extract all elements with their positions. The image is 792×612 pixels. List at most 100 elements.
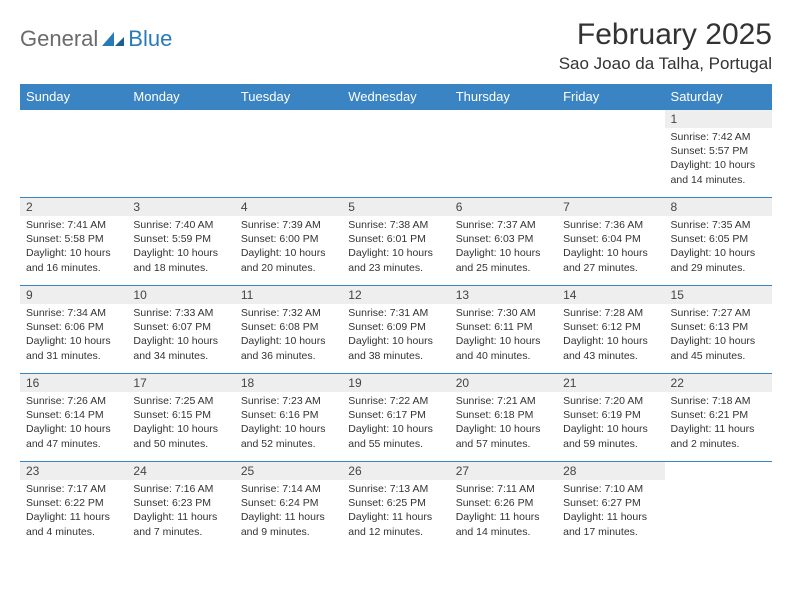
day-details: Sunrise: 7:41 AMSunset: 5:58 PMDaylight:… bbox=[20, 216, 127, 279]
calendar-day-cell bbox=[20, 110, 127, 198]
day-details: Sunrise: 7:40 AMSunset: 5:59 PMDaylight:… bbox=[127, 216, 234, 279]
day-details: Sunrise: 7:37 AMSunset: 6:03 PMDaylight:… bbox=[450, 216, 557, 279]
calendar-day-cell: 17Sunrise: 7:25 AMSunset: 6:15 PMDayligh… bbox=[127, 374, 234, 462]
calendar-day-cell: 4Sunrise: 7:39 AMSunset: 6:00 PMDaylight… bbox=[235, 198, 342, 286]
day-details: Sunrise: 7:30 AMSunset: 6:11 PMDaylight:… bbox=[450, 304, 557, 367]
day-details: Sunrise: 7:10 AMSunset: 6:27 PMDaylight:… bbox=[557, 480, 664, 543]
calendar-day-cell: 26Sunrise: 7:13 AMSunset: 6:25 PMDayligh… bbox=[342, 462, 449, 550]
weekday-header: Friday bbox=[557, 84, 664, 110]
day-details: Sunrise: 7:17 AMSunset: 6:22 PMDaylight:… bbox=[20, 480, 127, 543]
weekday-header: Sunday bbox=[20, 84, 127, 110]
calendar-day-cell: 13Sunrise: 7:30 AMSunset: 6:11 PMDayligh… bbox=[450, 286, 557, 374]
day-number: 22 bbox=[665, 374, 772, 392]
day-details: Sunrise: 7:16 AMSunset: 6:23 PMDaylight:… bbox=[127, 480, 234, 543]
calendar-week-row: 9Sunrise: 7:34 AMSunset: 6:06 PMDaylight… bbox=[20, 286, 772, 374]
weekday-header: Monday bbox=[127, 84, 234, 110]
calendar-day-cell: 28Sunrise: 7:10 AMSunset: 6:27 PMDayligh… bbox=[557, 462, 664, 550]
day-number: 6 bbox=[450, 198, 557, 216]
day-details: Sunrise: 7:25 AMSunset: 6:15 PMDaylight:… bbox=[127, 392, 234, 455]
calendar-day-cell: 25Sunrise: 7:14 AMSunset: 6:24 PMDayligh… bbox=[235, 462, 342, 550]
day-details: Sunrise: 7:28 AMSunset: 6:12 PMDaylight:… bbox=[557, 304, 664, 367]
day-number: 20 bbox=[450, 374, 557, 392]
calendar-day-cell bbox=[557, 110, 664, 198]
calendar-day-cell: 16Sunrise: 7:26 AMSunset: 6:14 PMDayligh… bbox=[20, 374, 127, 462]
calendar-day-cell bbox=[450, 110, 557, 198]
weekday-header: Tuesday bbox=[235, 84, 342, 110]
day-details: Sunrise: 7:33 AMSunset: 6:07 PMDaylight:… bbox=[127, 304, 234, 367]
calendar-day-cell: 3Sunrise: 7:40 AMSunset: 5:59 PMDaylight… bbox=[127, 198, 234, 286]
day-details: Sunrise: 7:38 AMSunset: 6:01 PMDaylight:… bbox=[342, 216, 449, 279]
day-number: 1 bbox=[665, 110, 772, 128]
day-details: Sunrise: 7:35 AMSunset: 6:05 PMDaylight:… bbox=[665, 216, 772, 279]
calendar-day-cell: 1Sunrise: 7:42 AMSunset: 5:57 PMDaylight… bbox=[665, 110, 772, 198]
day-number: 23 bbox=[20, 462, 127, 480]
logo: General Blue bbox=[20, 18, 172, 52]
day-number: 2 bbox=[20, 198, 127, 216]
calendar-day-cell: 12Sunrise: 7:31 AMSunset: 6:09 PMDayligh… bbox=[342, 286, 449, 374]
calendar-day-cell: 2Sunrise: 7:41 AMSunset: 5:58 PMDaylight… bbox=[20, 198, 127, 286]
day-details: Sunrise: 7:34 AMSunset: 6:06 PMDaylight:… bbox=[20, 304, 127, 367]
day-details: Sunrise: 7:20 AMSunset: 6:19 PMDaylight:… bbox=[557, 392, 664, 455]
calendar-week-row: 1Sunrise: 7:42 AMSunset: 5:57 PMDaylight… bbox=[20, 110, 772, 198]
calendar-week-row: 16Sunrise: 7:26 AMSunset: 6:14 PMDayligh… bbox=[20, 374, 772, 462]
logo-text-blue: Blue bbox=[128, 26, 172, 52]
day-details: Sunrise: 7:22 AMSunset: 6:17 PMDaylight:… bbox=[342, 392, 449, 455]
month-title: February 2025 bbox=[559, 18, 772, 52]
day-details: Sunrise: 7:14 AMSunset: 6:24 PMDaylight:… bbox=[235, 480, 342, 543]
weekday-header: Saturday bbox=[665, 84, 772, 110]
logo-text-general: General bbox=[20, 26, 98, 52]
calendar-day-cell: 19Sunrise: 7:22 AMSunset: 6:17 PMDayligh… bbox=[342, 374, 449, 462]
weekday-header: Thursday bbox=[450, 84, 557, 110]
day-number: 15 bbox=[665, 286, 772, 304]
day-number: 25 bbox=[235, 462, 342, 480]
day-details: Sunrise: 7:32 AMSunset: 6:08 PMDaylight:… bbox=[235, 304, 342, 367]
title-block: February 2025 Sao Joao da Talha, Portuga… bbox=[559, 18, 772, 74]
day-number: 19 bbox=[342, 374, 449, 392]
day-number: 21 bbox=[557, 374, 664, 392]
day-number: 8 bbox=[665, 198, 772, 216]
day-number: 7 bbox=[557, 198, 664, 216]
calendar-day-cell: 10Sunrise: 7:33 AMSunset: 6:07 PMDayligh… bbox=[127, 286, 234, 374]
day-number: 26 bbox=[342, 462, 449, 480]
day-number: 28 bbox=[557, 462, 664, 480]
day-number: 10 bbox=[127, 286, 234, 304]
day-details: Sunrise: 7:31 AMSunset: 6:09 PMDaylight:… bbox=[342, 304, 449, 367]
day-details: Sunrise: 7:21 AMSunset: 6:18 PMDaylight:… bbox=[450, 392, 557, 455]
day-number: 18 bbox=[235, 374, 342, 392]
day-details: Sunrise: 7:27 AMSunset: 6:13 PMDaylight:… bbox=[665, 304, 772, 367]
calendar-day-cell: 5Sunrise: 7:38 AMSunset: 6:01 PMDaylight… bbox=[342, 198, 449, 286]
calendar-day-cell bbox=[342, 110, 449, 198]
calendar-day-cell: 15Sunrise: 7:27 AMSunset: 6:13 PMDayligh… bbox=[665, 286, 772, 374]
day-number: 27 bbox=[450, 462, 557, 480]
calendar-day-cell: 24Sunrise: 7:16 AMSunset: 6:23 PMDayligh… bbox=[127, 462, 234, 550]
day-details: Sunrise: 7:18 AMSunset: 6:21 PMDaylight:… bbox=[665, 392, 772, 455]
calendar-day-cell: 18Sunrise: 7:23 AMSunset: 6:16 PMDayligh… bbox=[235, 374, 342, 462]
day-number: 16 bbox=[20, 374, 127, 392]
calendar-day-cell: 20Sunrise: 7:21 AMSunset: 6:18 PMDayligh… bbox=[450, 374, 557, 462]
logo-sail-icon bbox=[100, 30, 126, 48]
calendar-week-row: 2Sunrise: 7:41 AMSunset: 5:58 PMDaylight… bbox=[20, 198, 772, 286]
day-number: 24 bbox=[127, 462, 234, 480]
weekday-header: Wednesday bbox=[342, 84, 449, 110]
calendar-day-cell: 9Sunrise: 7:34 AMSunset: 6:06 PMDaylight… bbox=[20, 286, 127, 374]
calendar-day-cell: 21Sunrise: 7:20 AMSunset: 6:19 PMDayligh… bbox=[557, 374, 664, 462]
day-number: 11 bbox=[235, 286, 342, 304]
day-number: 4 bbox=[235, 198, 342, 216]
calendar-week-row: 23Sunrise: 7:17 AMSunset: 6:22 PMDayligh… bbox=[20, 462, 772, 550]
calendar-day-cell bbox=[235, 110, 342, 198]
day-number: 3 bbox=[127, 198, 234, 216]
calendar-day-cell: 7Sunrise: 7:36 AMSunset: 6:04 PMDaylight… bbox=[557, 198, 664, 286]
day-number: 17 bbox=[127, 374, 234, 392]
day-details: Sunrise: 7:26 AMSunset: 6:14 PMDaylight:… bbox=[20, 392, 127, 455]
day-number: 5 bbox=[342, 198, 449, 216]
header: General Blue February 2025 Sao Joao da T… bbox=[20, 18, 772, 74]
calendar-day-cell bbox=[665, 462, 772, 550]
day-details: Sunrise: 7:23 AMSunset: 6:16 PMDaylight:… bbox=[235, 392, 342, 455]
day-details: Sunrise: 7:11 AMSunset: 6:26 PMDaylight:… bbox=[450, 480, 557, 543]
day-number: 9 bbox=[20, 286, 127, 304]
calendar-day-cell: 8Sunrise: 7:35 AMSunset: 6:05 PMDaylight… bbox=[665, 198, 772, 286]
calendar-table: Sunday Monday Tuesday Wednesday Thursday… bbox=[20, 84, 772, 550]
day-details: Sunrise: 7:39 AMSunset: 6:00 PMDaylight:… bbox=[235, 216, 342, 279]
calendar-day-cell: 11Sunrise: 7:32 AMSunset: 6:08 PMDayligh… bbox=[235, 286, 342, 374]
calendar-day-cell: 22Sunrise: 7:18 AMSunset: 6:21 PMDayligh… bbox=[665, 374, 772, 462]
